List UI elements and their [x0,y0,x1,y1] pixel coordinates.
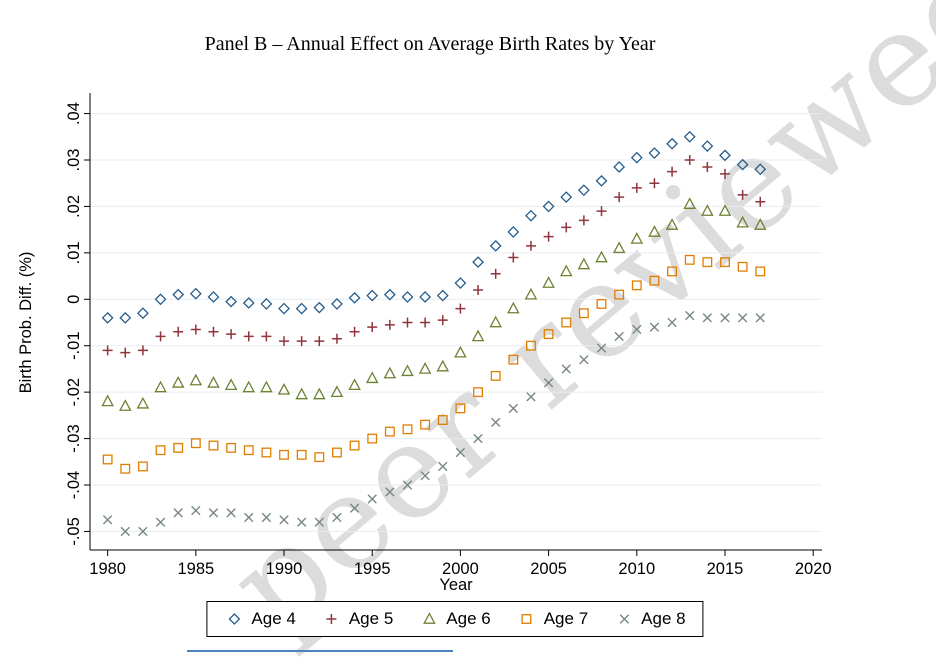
svg-text:2010: 2010 [618,560,655,578]
legend-item-age-8: Age 8 [614,609,686,629]
y-gridlines [90,113,822,532]
blue-underline [187,650,453,652]
svg-text:0: 0 [65,295,83,304]
chart-legend: Age 4 Age 5 Age 6 Age 7 Age 8 [206,601,704,637]
legend-marker-square-icon [521,614,532,624]
y-axis: .04 .03 .02 .01 0 -.01 -.02 -.03 -.04 -.05 [65,102,90,546]
series-age-4 [101,130,767,324]
legend-label-age-7: Age 7 [543,609,589,628]
legend-item-age-7: Age 7 [517,609,588,629]
legend-marker-plus-icon [326,614,337,624]
svg-text:1995: 1995 [354,560,391,578]
chart-title: Panel B – Annual Effect on Average Birth… [204,33,656,55]
x-axis-title: Year [439,576,473,594]
svg-text:1985: 1985 [177,560,214,578]
x-axis: 1980 1985 1990 1995 2000 2005 2010 2015 2020 [89,550,832,578]
legend-item-age-4: Age 4 [224,609,296,629]
legend-label-age-4: Age 4 [251,609,296,628]
svg-text:.01: .01 [65,241,83,264]
svg-text:1990: 1990 [266,560,303,578]
legend-label-age-8: Age 8 [641,609,686,628]
svg-text:-.05: -.05 [65,517,83,545]
series-age-8 [102,310,765,537]
svg-text:-.03: -.03 [65,424,83,452]
legend-item-age-6: Age 6 [419,609,491,629]
series-age-5 [102,155,766,358]
legend-marker-triangle-icon [422,612,436,624]
svg-text:2020: 2020 [795,560,832,578]
svg-text:-.02: -.02 [65,378,83,406]
svg-text:-.01: -.01 [65,331,83,359]
legend-marker-x-icon [619,614,629,624]
svg-text:.04: .04 [65,102,83,125]
y-axis-title: Birth Prob. Diff. (%) [17,252,35,394]
legend-label-age-6: Age 6 [446,609,491,628]
legend-label-age-5: Age 5 [348,609,394,628]
svg-text:2005: 2005 [530,560,567,578]
svg-text:1980: 1980 [89,560,126,578]
svg-text:2000: 2000 [442,560,479,578]
axes [89,93,822,551]
svg-text:.03: .03 [65,149,83,172]
legend-marker-diamond-icon [228,613,241,625]
svg-text:2015: 2015 [707,560,744,578]
series-age-7 [102,254,766,474]
svg-text:-.04: -.04 [65,471,83,499]
series-age-6 [101,197,767,411]
svg-text:.02: .02 [65,195,83,218]
legend-item-age-5: Age 5 [322,609,393,629]
